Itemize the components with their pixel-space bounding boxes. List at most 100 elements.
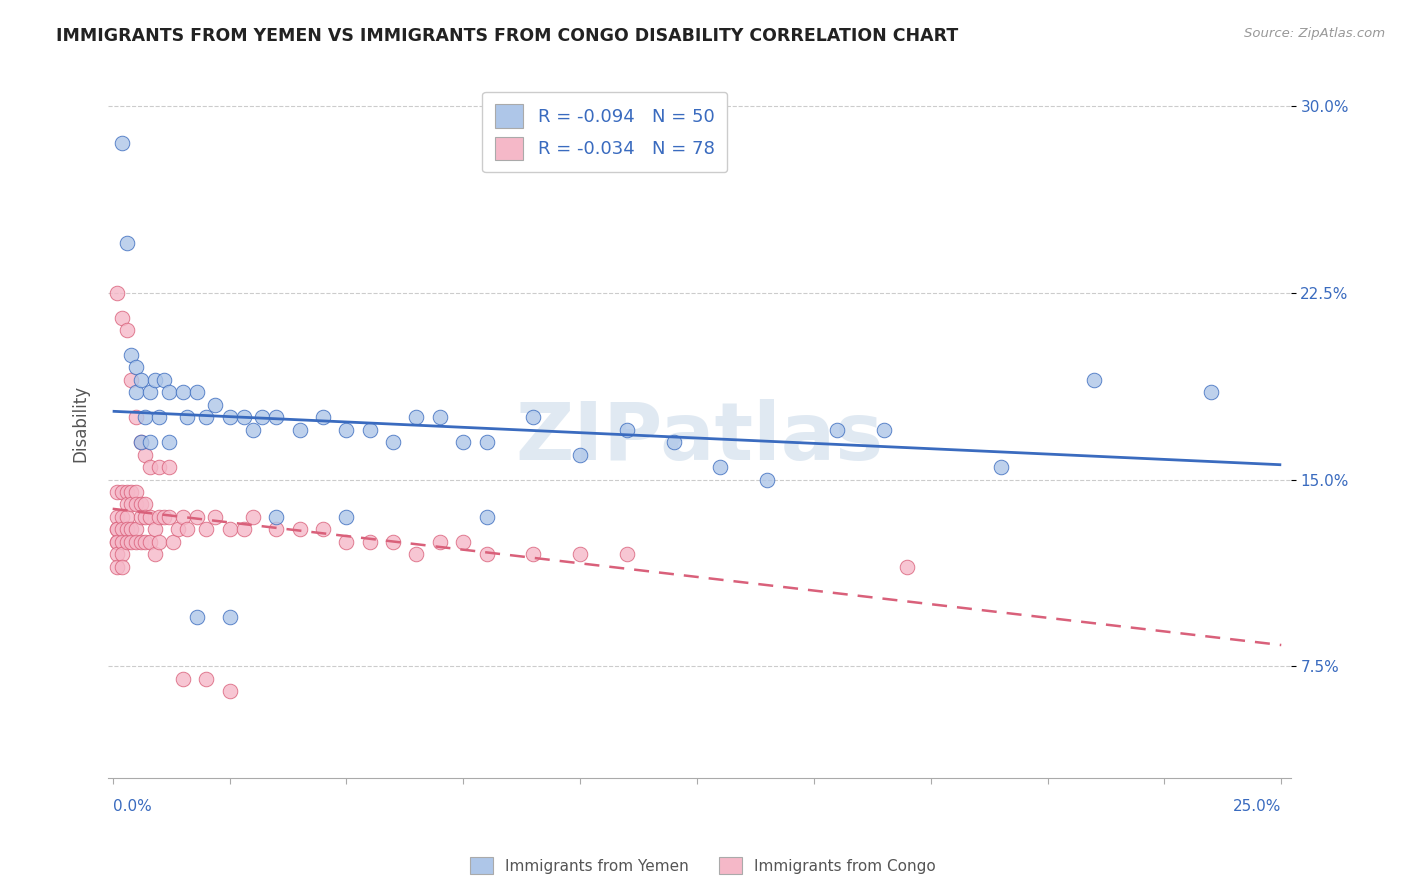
Point [242, 510, 264, 524]
Point [242, 423, 264, 437]
Point [218, 609, 240, 624]
Point [111, 310, 134, 325]
Point [139, 534, 162, 549]
Point [129, 498, 152, 512]
Point [429, 534, 451, 549]
Point [176, 410, 198, 425]
Point [569, 448, 592, 462]
Point [120, 498, 142, 512]
Point [115, 534, 138, 549]
Point [172, 510, 194, 524]
Point [167, 522, 190, 536]
Point [115, 485, 138, 500]
Point [157, 435, 180, 450]
Point [115, 522, 138, 536]
Text: Source: ZipAtlas.com: Source: ZipAtlas.com [1244, 27, 1385, 40]
Point [143, 373, 166, 387]
Point [115, 235, 138, 250]
Point [825, 423, 848, 437]
Text: 25.0%: 25.0% [1233, 799, 1281, 814]
Point [153, 373, 176, 387]
Point [111, 485, 134, 500]
Point [990, 460, 1012, 475]
Point [335, 534, 357, 549]
Point [176, 522, 198, 536]
Point [139, 435, 162, 450]
Point [157, 460, 180, 475]
Point [382, 534, 405, 549]
Point [264, 522, 287, 536]
Point [134, 510, 156, 524]
Point [288, 423, 311, 437]
Point [115, 498, 138, 512]
Point [105, 485, 128, 500]
Point [148, 460, 170, 475]
Point [335, 423, 357, 437]
Legend: Immigrants from Yemen, Immigrants from Congo: Immigrants from Yemen, Immigrants from C… [464, 851, 942, 880]
Point [125, 360, 148, 375]
Point [105, 522, 128, 536]
Point [312, 410, 335, 425]
Text: IMMIGRANTS FROM YEMEN VS IMMIGRANTS FROM CONGO DISABILITY CORRELATION CHART: IMMIGRANTS FROM YEMEN VS IMMIGRANTS FROM… [56, 27, 959, 45]
Point [111, 522, 134, 536]
Point [125, 522, 148, 536]
Point [218, 522, 240, 536]
Point [129, 435, 152, 450]
Point [195, 522, 218, 536]
Point [111, 547, 134, 561]
Point [382, 435, 405, 450]
Point [1199, 385, 1222, 400]
Text: 0.0%: 0.0% [112, 799, 152, 814]
Point [1083, 373, 1105, 387]
Point [125, 534, 148, 549]
Point [232, 410, 254, 425]
Point [264, 510, 287, 524]
Point [105, 510, 128, 524]
Point [148, 410, 170, 425]
Point [204, 510, 226, 524]
Point [218, 684, 240, 698]
Point [896, 559, 918, 574]
Point [125, 410, 148, 425]
Point [129, 534, 152, 549]
Point [105, 534, 128, 549]
Point [359, 534, 381, 549]
Point [873, 423, 896, 437]
Point [569, 547, 592, 561]
Point [709, 460, 731, 475]
Point [111, 534, 134, 549]
Point [120, 485, 142, 500]
Point [105, 285, 128, 300]
Point [105, 522, 128, 536]
Point [111, 559, 134, 574]
Point [129, 510, 152, 524]
Legend: R = -0.094   N = 50, R = -0.034   N = 78: R = -0.094 N = 50, R = -0.034 N = 78 [482, 92, 727, 172]
Point [616, 423, 638, 437]
Point [264, 410, 287, 425]
Point [475, 435, 498, 450]
Point [195, 410, 218, 425]
Point [148, 510, 170, 524]
Point [153, 510, 176, 524]
Point [312, 522, 335, 536]
Point [204, 398, 226, 412]
Point [451, 435, 474, 450]
Point [756, 473, 779, 487]
Point [129, 373, 152, 387]
Point [288, 522, 311, 536]
Point [405, 547, 427, 561]
Point [125, 485, 148, 500]
Point [252, 410, 274, 425]
Point [125, 498, 148, 512]
Point [111, 510, 134, 524]
Point [143, 547, 166, 561]
Point [148, 534, 170, 549]
Point [475, 510, 498, 524]
Point [120, 534, 142, 549]
Point [105, 559, 128, 574]
Point [475, 547, 498, 561]
Text: ZIPatlas: ZIPatlas [515, 399, 883, 476]
Point [143, 522, 166, 536]
Y-axis label: Disability: Disability [72, 385, 89, 462]
Point [405, 410, 427, 425]
